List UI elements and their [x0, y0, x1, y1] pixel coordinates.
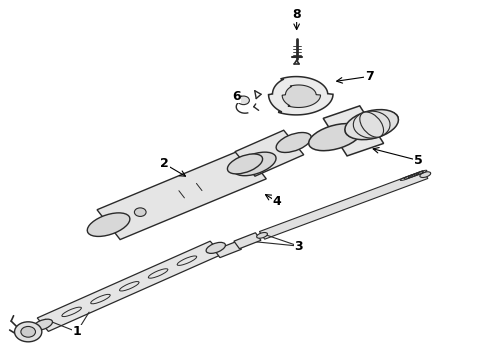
Ellipse shape: [360, 112, 384, 137]
Text: 5: 5: [414, 154, 422, 167]
Ellipse shape: [345, 111, 398, 138]
Text: 2: 2: [160, 157, 169, 170]
Text: 3: 3: [294, 240, 303, 253]
Ellipse shape: [353, 111, 390, 138]
Ellipse shape: [345, 109, 398, 140]
Text: 8: 8: [293, 9, 301, 22]
Text: 6: 6: [232, 90, 241, 103]
Ellipse shape: [257, 233, 268, 238]
Polygon shape: [37, 241, 221, 332]
Text: 1: 1: [73, 325, 81, 338]
Ellipse shape: [227, 154, 263, 174]
Ellipse shape: [206, 242, 225, 253]
Ellipse shape: [233, 152, 276, 176]
Polygon shape: [259, 171, 428, 239]
Ellipse shape: [87, 213, 130, 237]
Ellipse shape: [309, 123, 362, 151]
Ellipse shape: [33, 319, 52, 330]
Circle shape: [134, 208, 146, 216]
Polygon shape: [235, 130, 304, 176]
Polygon shape: [97, 149, 266, 239]
Polygon shape: [282, 85, 320, 108]
Circle shape: [21, 327, 35, 337]
FancyBboxPatch shape: [234, 233, 261, 249]
Circle shape: [15, 322, 42, 342]
Text: 7: 7: [365, 70, 373, 83]
FancyBboxPatch shape: [215, 242, 242, 258]
Polygon shape: [269, 77, 333, 115]
Ellipse shape: [420, 172, 431, 177]
Circle shape: [238, 96, 249, 105]
Ellipse shape: [276, 132, 311, 153]
Text: 4: 4: [272, 195, 281, 208]
Polygon shape: [323, 106, 384, 156]
